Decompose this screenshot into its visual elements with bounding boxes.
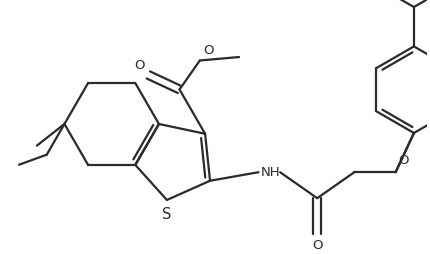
Text: O: O xyxy=(312,239,322,251)
Text: O: O xyxy=(399,154,409,167)
Text: NH: NH xyxy=(261,166,280,179)
Text: O: O xyxy=(203,43,213,57)
Text: O: O xyxy=(134,59,144,72)
Text: S: S xyxy=(162,207,172,222)
